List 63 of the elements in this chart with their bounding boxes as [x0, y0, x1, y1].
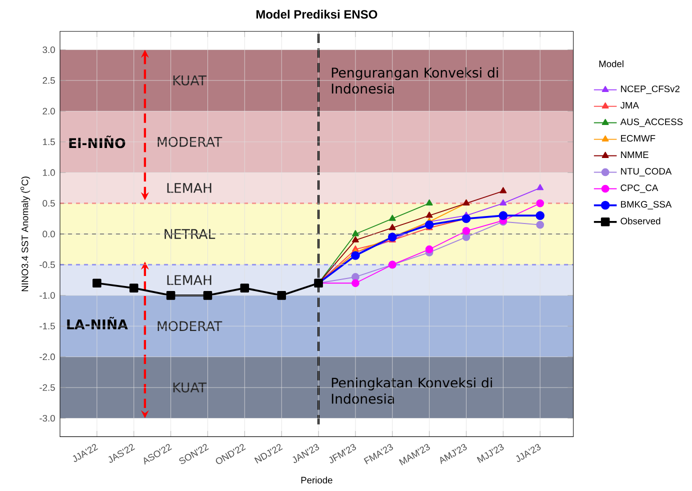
point [352, 279, 360, 288]
legend-label: NTU_CODA [621, 168, 672, 177]
point [424, 220, 434, 230]
annotation: Pengurangan Konveksi di Indonesia [332, 67, 498, 94]
point [129, 284, 138, 293]
legend-label: ECMWF [621, 135, 656, 142]
band-label: LEMAH [167, 183, 212, 193]
point [203, 291, 212, 300]
y-tick-label: 2.5 [42, 77, 55, 84]
point [240, 284, 250, 293]
annotation: Peningkatan Konveksi di Indonesia [332, 378, 492, 404]
point [388, 214, 396, 222]
chart-title: Model Prediksi ENSO [256, 10, 378, 19]
point [500, 187, 507, 194]
band-label: MODERAT [158, 321, 222, 332]
point [352, 236, 359, 243]
legend-label: AUS_ACCESS [620, 118, 683, 128]
y-tick-label: -2.5 [40, 384, 55, 391]
point [388, 232, 397, 242]
y-tick-label: -2.0 [40, 354, 55, 360]
point [426, 212, 433, 218]
point [462, 227, 470, 236]
point [536, 200, 544, 208]
legend-title: Model [599, 60, 624, 68]
legend-label: Observed [620, 218, 660, 225]
y-tick-label: 3.0 [42, 46, 55, 54]
annotation: El-NIÑO [69, 136, 126, 148]
y-tick-label: -1.5 [40, 323, 55, 330]
band-label: MODERAT [158, 136, 222, 148]
point [536, 221, 544, 229]
legend-label: JMA [620, 102, 639, 109]
band-label: LEMAH [167, 275, 212, 286]
point [426, 200, 433, 206]
annotation: LA-NIÑA [67, 317, 128, 330]
point [500, 200, 507, 206]
point [352, 230, 359, 236]
legend-label: NCEP_CFSv2 [621, 86, 680, 94]
y-axis-title: NINO3.4 SST Anomaly ($^{o}$C) [20, 176, 30, 292]
y-tick-label: -3.0 [40, 415, 55, 422]
point [388, 224, 396, 230]
point [536, 184, 544, 190]
x-axis-title: Periode [301, 476, 332, 484]
point [425, 246, 434, 254]
y-tick-label: -1.0 [40, 292, 55, 299]
point [351, 251, 360, 260]
y-tick-label: 0.0 [42, 230, 55, 238]
point [166, 291, 176, 300]
y-tick-label: 1.5 [43, 138, 55, 146]
point [462, 214, 471, 224]
point [536, 211, 544, 220]
band-label: KUAT [173, 76, 207, 86]
point [92, 278, 102, 288]
legend-label: NMME [621, 152, 648, 158]
point [498, 211, 508, 220]
y-tick-label: -0.5 [40, 262, 55, 268]
legend-label: BMKG_SSA [621, 201, 672, 210]
y-tick-label: 2.0 [42, 108, 55, 115]
band-label: NETRAL [164, 229, 216, 240]
y-tick-label: 0.5 [42, 200, 55, 207]
legend-label: CPC_CA [620, 184, 658, 194]
point [277, 291, 286, 300]
y-tick-label: 1.0 [43, 169, 55, 176]
band-label: KUAT [173, 382, 207, 393]
